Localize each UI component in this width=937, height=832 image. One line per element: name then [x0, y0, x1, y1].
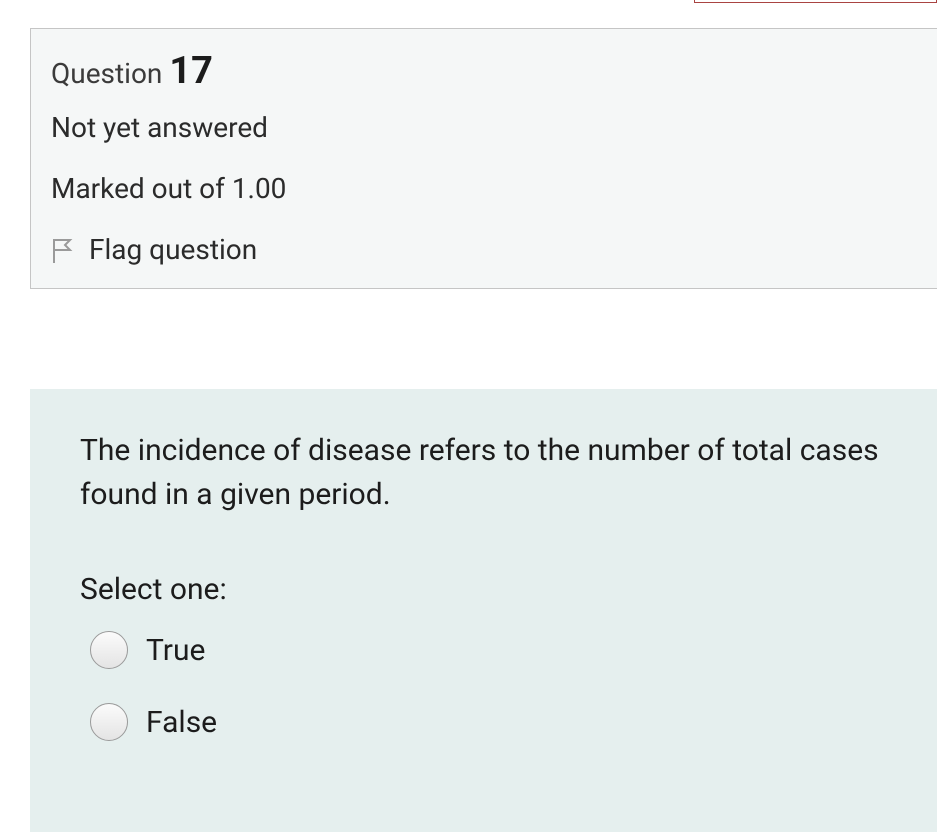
radio-false[interactable] — [90, 703, 128, 741]
question-heading: Question 17 — [51, 49, 917, 93]
flag-question-link[interactable]: Flag question — [51, 233, 917, 266]
flag-question-text: Flag question — [89, 233, 257, 266]
option-true-row[interactable]: True — [90, 631, 887, 669]
option-false-row[interactable]: False — [90, 703, 887, 741]
question-number: 17 — [169, 49, 213, 93]
question-info-box: Question 17 Not yet answered Marked out … — [30, 28, 937, 289]
question-marks: Marked out of 1.00 — [51, 172, 917, 205]
question-text: The incidence of disease refers to the n… — [80, 429, 887, 516]
top-alert-border — [694, 0, 937, 3]
option-true-label: True — [146, 633, 205, 668]
radio-true[interactable] — [90, 631, 128, 669]
flag-icon — [51, 237, 73, 263]
option-false-label: False — [146, 705, 217, 740]
question-label: Question — [51, 57, 169, 90]
question-status: Not yet answered — [51, 111, 917, 144]
select-one-prompt: Select one: — [80, 572, 887, 607]
question-body: The incidence of disease refers to the n… — [30, 389, 937, 832]
